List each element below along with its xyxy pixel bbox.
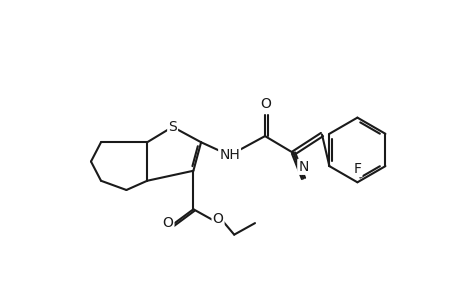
Text: N: N (298, 160, 308, 174)
Text: O: O (212, 212, 223, 226)
Text: F: F (353, 162, 361, 176)
Text: O: O (162, 216, 173, 230)
Text: S: S (168, 120, 177, 134)
Text: O: O (260, 97, 271, 111)
Text: NH: NH (219, 148, 240, 162)
